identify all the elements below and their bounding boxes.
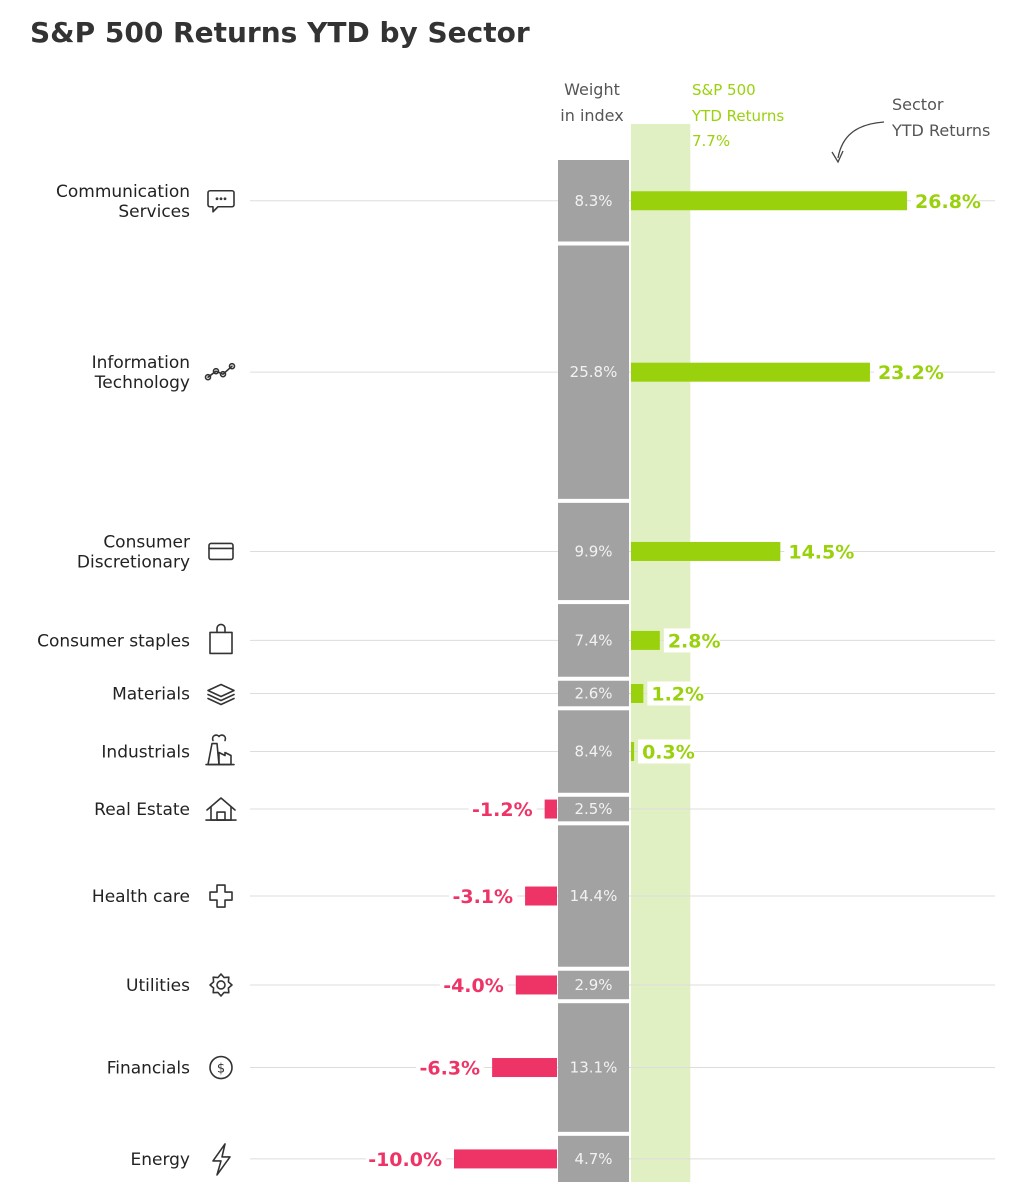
lightning-icon [212,1143,231,1176]
return-bar [631,742,635,762]
return-label: -1.2% [472,799,533,821]
weight-box [558,796,629,822]
sp500-header-line1: S&P 500 [692,81,756,99]
sector-label: Technology [94,373,190,393]
medical-cross-icon [209,884,233,908]
sector-returns-annotation-line1: Sector [892,95,944,114]
weight-label: 9.9% [574,542,612,560]
return-bar [631,541,781,561]
return-bar [454,1149,557,1169]
factory-icon [205,734,235,766]
label-backdrop [911,188,980,213]
weight-box [558,502,629,601]
weight-header-line1: Weight [564,80,620,99]
label-backdrop [416,1055,485,1080]
sector-label: Consumer [103,532,190,552]
return-bar [544,799,557,819]
weight-label: 2.5% [574,800,612,818]
return-label: -10.0% [368,1149,442,1171]
gear-icon [209,973,233,997]
label-backdrop [663,628,720,653]
label-backdrop [647,681,704,706]
return-label: 0.3% [642,742,695,764]
weight-box [558,160,629,242]
dollar-coin-icon: $ [209,1055,233,1080]
weight-box [558,680,629,707]
sector-label: Consumer staples [37,631,190,651]
shopping-bag-icon [209,623,233,655]
weight-label: 2.9% [574,976,612,994]
sector-label: Services [118,202,190,222]
sector-label: Information [92,353,190,373]
return-bar [515,975,557,995]
weight-box [558,1003,629,1132]
return-bar [631,630,660,650]
sector-label: Industrials [101,743,190,763]
sector-label: Communication [56,182,190,202]
return-label: 14.5% [788,541,854,563]
weight-label: 14.4% [570,887,618,905]
sp500-header-value: 7.7% [692,132,730,150]
sector-label: Discretionary [77,552,190,572]
weight-label: 13.1% [570,1059,618,1077]
credit-card-icon [208,542,234,561]
weight-header-line2: in index [560,106,623,125]
sp500-benchmark-band [631,124,691,1182]
weight-label: 2.6% [574,685,612,703]
weight-label: 25.8% [570,363,618,381]
weight-label: 8.3% [574,192,612,210]
return-bar [525,886,557,906]
weight-box [558,1135,629,1182]
weight-label: 8.4% [574,743,612,761]
label-backdrop [468,797,537,822]
sector-label: Materials [112,685,190,705]
return-bar [631,362,870,382]
return-label: -6.3% [420,1058,481,1080]
weight-box [558,970,629,1000]
return-label: 1.2% [651,684,704,706]
sector-returns-annotation-line2: YTD Returns [891,121,990,140]
sp500-header-line2: YTD Returns [691,107,784,125]
return-label: -4.0% [443,975,504,997]
weight-box [558,710,629,793]
label-backdrop [638,739,695,764]
sector-label: Utilities [126,976,190,996]
svg-text:$: $ [217,1062,225,1077]
chat-bubble-icon [207,189,235,213]
sector-label: Energy [130,1150,190,1170]
sector-label: Real Estate [94,800,190,820]
sector-label: Financials [107,1059,190,1079]
label-backdrop [873,360,942,385]
return-label: 23.2% [878,362,944,384]
chart-title: S&P 500 Returns YTD by Sector [30,16,530,49]
return-bar [631,191,908,211]
return-bar [492,1058,557,1078]
weight-box [558,825,629,967]
annotation-arrow [837,121,885,159]
weight-label: 7.4% [574,631,612,649]
return-label: 2.8% [668,630,721,652]
return-label: 26.8% [915,191,981,213]
label-backdrop [366,1146,446,1171]
house-icon [205,797,237,821]
return-bar [631,684,644,704]
sector-label: Health care [92,887,190,907]
return-label: -3.1% [452,886,513,908]
weight-label: 4.7% [574,1150,612,1168]
weight-box [558,245,629,499]
label-backdrop [784,539,853,564]
weight-box [558,604,629,677]
label-backdrop [439,972,508,997]
line-graph-icon [204,362,236,381]
layers-icon [207,683,235,706]
label-backdrop [449,884,518,909]
annotation-arrowhead [831,150,844,164]
